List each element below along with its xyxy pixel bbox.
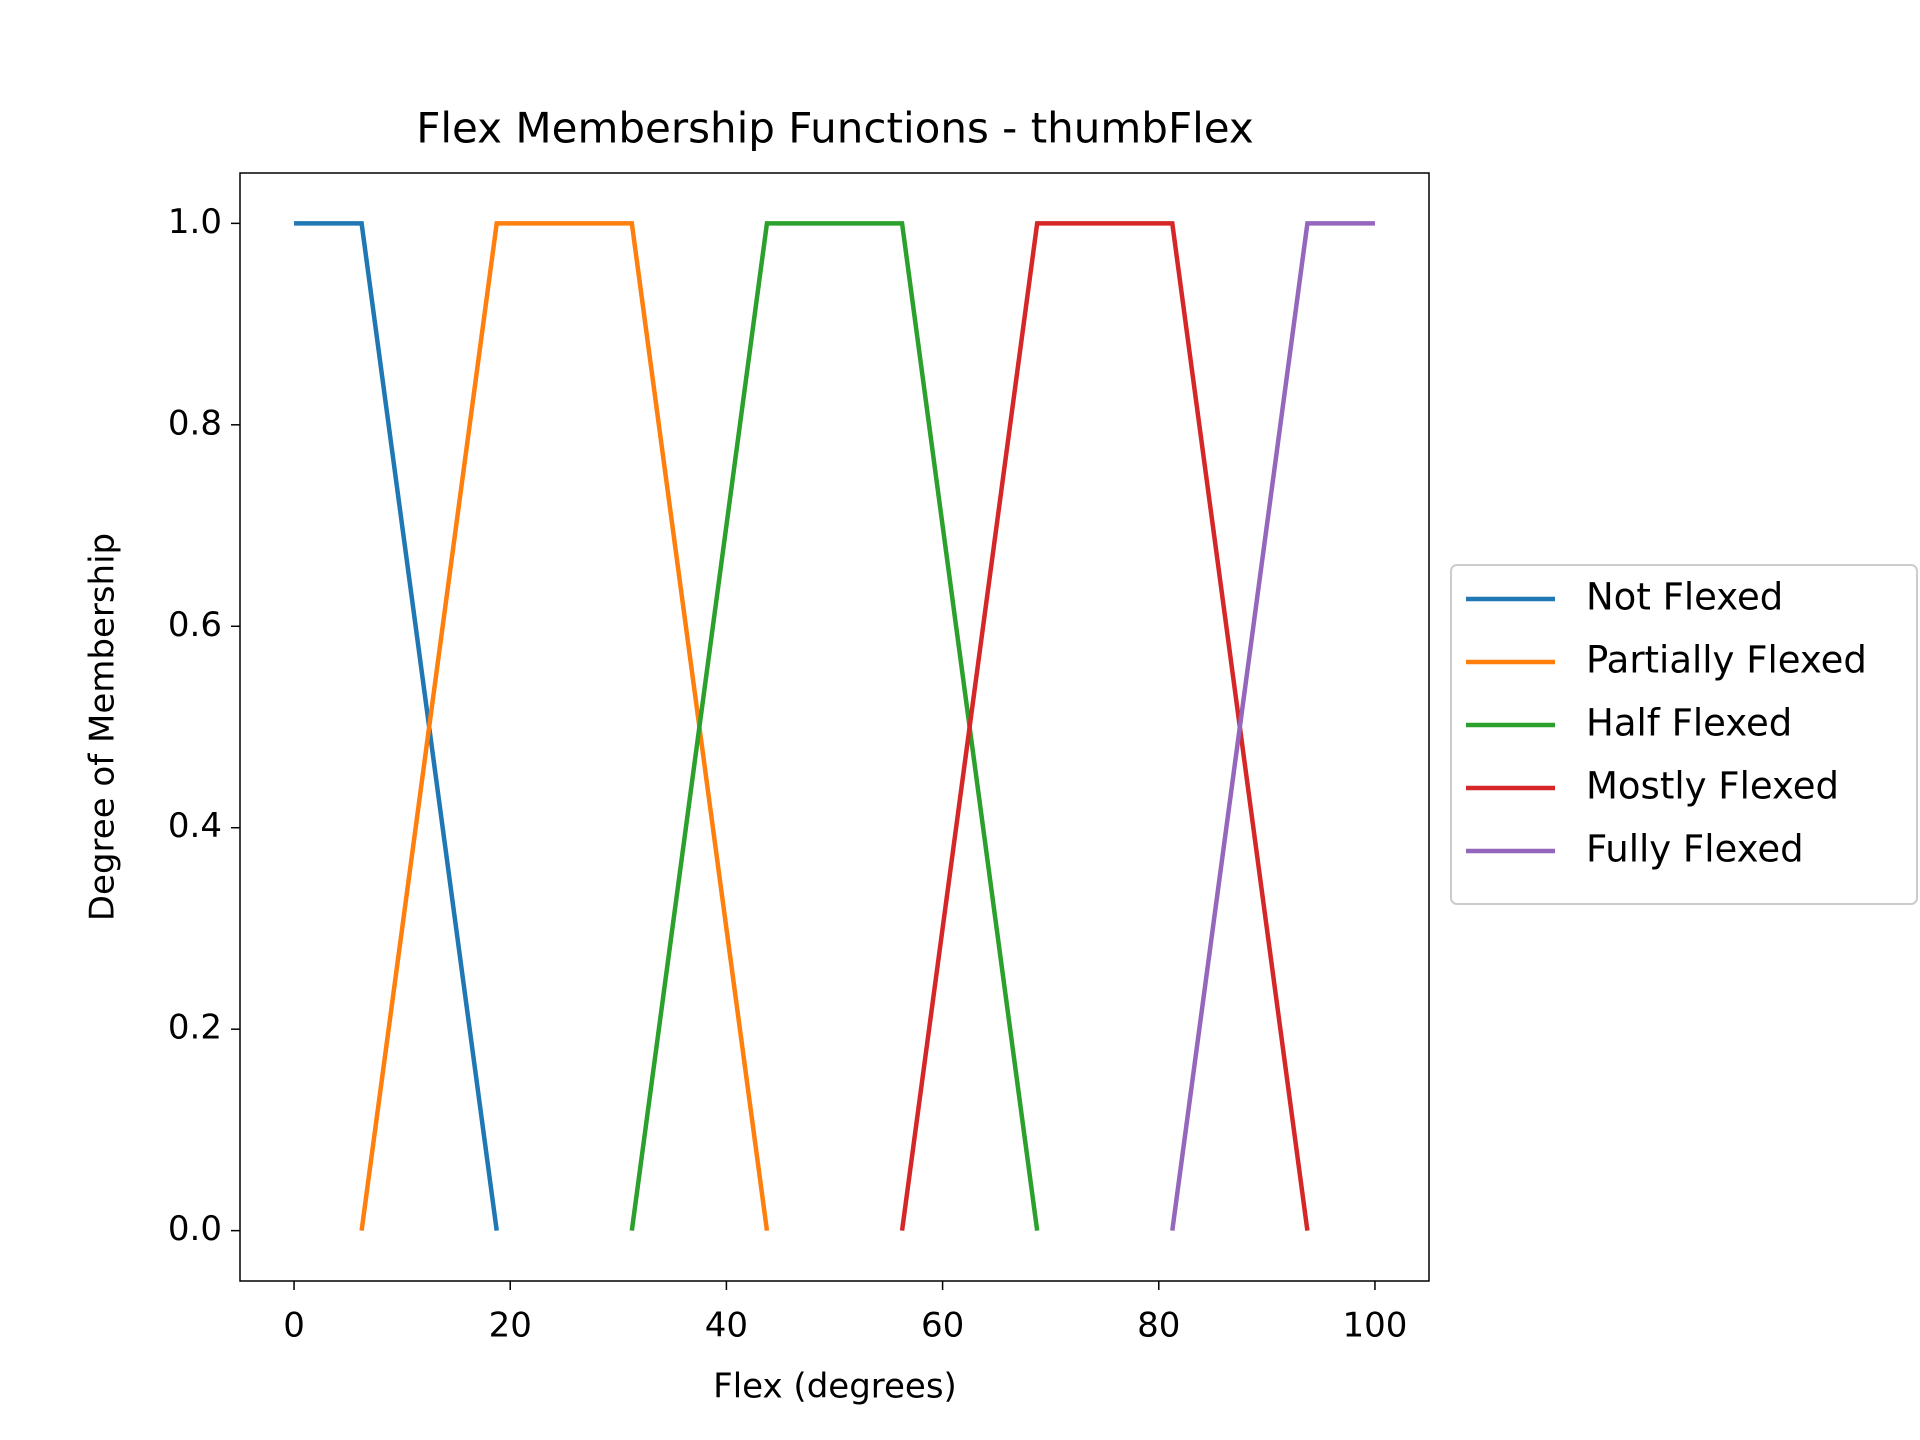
y-tick-label: 0.4 <box>168 806 222 846</box>
x-tick-label: 40 <box>705 1306 748 1346</box>
y-tick-label: 0.2 <box>168 1008 222 1048</box>
x-tick-label: 100 <box>1343 1306 1408 1346</box>
legend-label: Fully Flexed <box>1586 828 1804 871</box>
y-tick-label: 1.0 <box>168 202 222 242</box>
legend-label: Mostly Flexed <box>1586 765 1839 808</box>
series-line <box>1170 221 1375 1231</box>
legend-label: Not Flexed <box>1586 576 1783 619</box>
x-tick-label: 20 <box>489 1306 532 1346</box>
legend-label: Partially Flexed <box>1586 639 1867 682</box>
series-line <box>294 221 499 1231</box>
y-tick-label: 0.0 <box>168 1209 222 1249</box>
y-tick-label: 0.8 <box>168 403 222 443</box>
x-axis-label: Flex (degrees) <box>713 1367 957 1407</box>
legend-box <box>1450 564 1918 905</box>
y-tick-label: 0.6 <box>168 605 222 645</box>
chart-title: Flex Membership Functions - thumbFlex <box>416 104 1254 153</box>
y-axis-label: Degree of Membership <box>83 533 123 921</box>
x-tick-label: 80 <box>1137 1306 1180 1346</box>
x-tick-label: 60 <box>921 1306 964 1346</box>
legend-label: Half Flexed <box>1586 702 1792 745</box>
x-tick-label: 0 <box>283 1306 305 1346</box>
plot-frame <box>239 172 1430 1282</box>
